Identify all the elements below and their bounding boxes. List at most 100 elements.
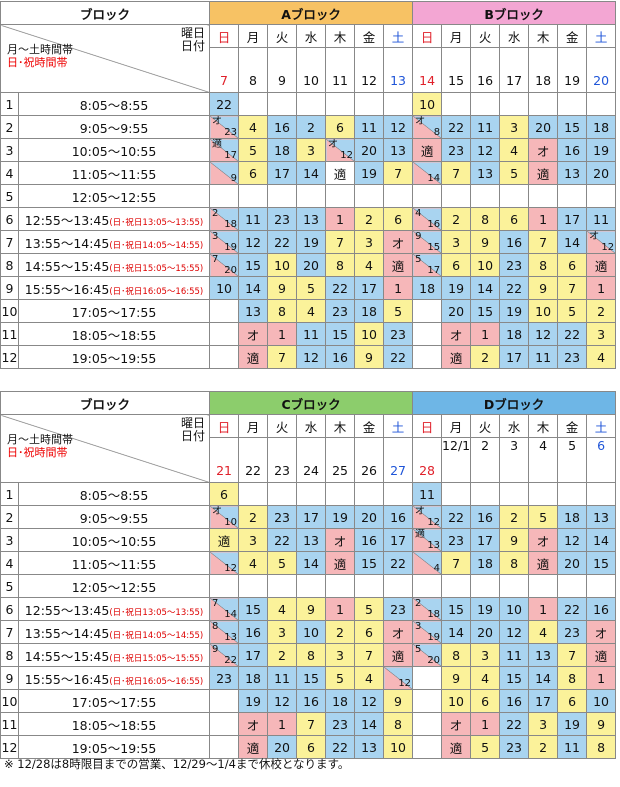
date-cell: 2 [470,437,501,483]
lesson-cell: 7 [441,161,472,185]
lesson-cell: 16 [267,115,298,139]
date-label: 日付 [181,429,206,443]
lesson-cell [470,574,501,598]
lesson-cell [412,345,443,369]
header-diagonal-cell: 曜日 日付 月～土時間帯 日･祝時間帯 [0,414,211,483]
period-row: 11 18:05～18:55 オ 1 7 23 14 8 オ 1 22 3 19 9 [0,712,617,736]
lesson-cell [412,299,443,323]
lesson-cell: 19 [470,597,501,621]
lesson-cell: 12 [383,115,414,139]
lesson-cell: 18 [586,115,617,139]
lesson-cell: 15 [325,322,356,346]
weekday-cell: 木 [528,24,559,48]
lesson-cell [412,735,443,759]
lesson-cell: 18 [267,138,298,162]
lesson-cell: 4 [470,666,501,690]
split-lesson-cell: 3 19 [412,620,443,644]
weekday-date-label: 曜日 日付 [181,417,205,443]
lesson-cell: 13 [557,161,588,185]
block-header-row: ブロック Cブロック Dブロック [0,391,617,415]
lesson-cell: 23 [557,620,588,644]
lesson-cell: オ [441,712,472,736]
lesson-cell: 3 [238,528,269,552]
period-number: 1 [0,482,19,506]
period-time: 12:55～13:45(日･祝日13:05～13:55) [17,597,211,621]
weekday-cell: 日 [209,414,240,438]
lesson-cell: 7 [354,643,385,667]
lesson-cell: 3 [325,643,356,667]
lesson-cell: オ [586,620,617,644]
lesson-cell: 17 [557,207,588,231]
date-cell: 17 [499,47,530,93]
time-range: 11:05～11:55 [71,556,157,572]
lesson-cell: 適 [586,253,617,277]
period-row: 7 13:55～14:45(日･祝日14:05～14:55) 3 19 12 22 19 7 3… [0,230,617,254]
lesson-cell: 20 [586,161,617,185]
time-range: 17:05～17:55 [71,304,157,320]
time-range: 17:05～17:55 [71,694,157,710]
date-cell: 21 [209,437,240,483]
period-number: 3 [0,138,19,162]
lesson-cell: 20 [354,138,385,162]
split-bottom: 12 [601,242,615,253]
header-diagonal-cell: 曜日 日付 月～土時間帯 日･祝時間帯 [0,24,211,93]
lesson-cell: 15 [296,666,327,690]
lesson-cell: 23 [499,735,530,759]
lesson-cell [209,299,240,323]
split-top: 4 [415,208,422,220]
lesson-cell [209,322,240,346]
lesson-cell [528,482,559,506]
split-top: 適 [212,139,223,151]
lesson-cell: 13 [528,643,559,667]
lesson-cell: 23 [325,299,356,323]
period-row: 5 12:05～12:55 [0,574,617,598]
date-cell: 20 [586,47,617,93]
period-row: 9 15:55～16:45(日･祝日16:05～16:55) 23 18 11 15 5 4 1… [0,666,617,690]
time-range: 12:05～12:55 [71,579,157,595]
lesson-cell: 17 [499,345,530,369]
split-bottom: 22 [224,655,238,666]
lesson-cell: 12 [238,230,269,254]
lesson-cell: 13 [470,161,501,185]
lesson-cell [238,184,269,208]
lesson-cell: 20 [470,620,501,644]
lesson-cell [383,574,414,598]
weekday-cell: 月 [441,414,472,438]
split-bottom: 12 [340,150,354,161]
lesson-cell: 7 [325,230,356,254]
lesson-cell [296,92,327,116]
lesson-cell: 22 [557,597,588,621]
lesson-cell: 15 [557,115,588,139]
split-lesson-cell: 7 14 [209,597,240,621]
lesson-cell [354,92,385,116]
lesson-cell: 1 [325,597,356,621]
period-row: 1 8:05～8:55 22 10 [0,92,617,116]
split-bottom: 9 [230,173,238,184]
lesson-cell: 8 [441,643,472,667]
lesson-cell: 11 [586,207,617,231]
split-bottom: 12 [427,517,441,528]
period-time: 13:55～14:45(日･祝日14:05～14:55) [17,620,211,644]
period-number: 12 [0,345,19,369]
period-number: 5 [0,574,19,598]
split-lesson-cell: 適 17 [209,138,240,162]
period-time: 18:05～18:55 [17,712,211,736]
period-time: 12:55～13:45(日･祝日13:05～13:55) [17,207,211,231]
period-number: 9 [0,666,19,690]
lesson-cell: 18 [354,299,385,323]
lesson-cell: 適 [325,161,356,185]
split-lesson-cell: 8 13 [209,620,240,644]
lesson-cell: 20 [557,551,588,575]
lesson-cell: 9 [354,345,385,369]
split-bottom: 16 [427,219,441,230]
lesson-cell: 6 [354,620,385,644]
lesson-cell: 17 [383,528,414,552]
split-lesson-cell: 12 [383,666,414,690]
lesson-cell: 13 [383,138,414,162]
lesson-cell: 9 [441,666,472,690]
period-row: 4 11:05～11:55 9 6 17 14 適 19 7 14 7 13 5 適 13 20 [0,161,617,185]
lesson-cell: 9 [528,276,559,300]
date-row: 21 22 23 24 25 26 27 28 12/1 2 3 4 5 6 [1,437,617,483]
period-number: 6 [0,207,19,231]
period-row: 6 12:55～13:45(日･祝日13:05～13:55) 7 14 15 4 9 1 5 23… [0,597,617,621]
